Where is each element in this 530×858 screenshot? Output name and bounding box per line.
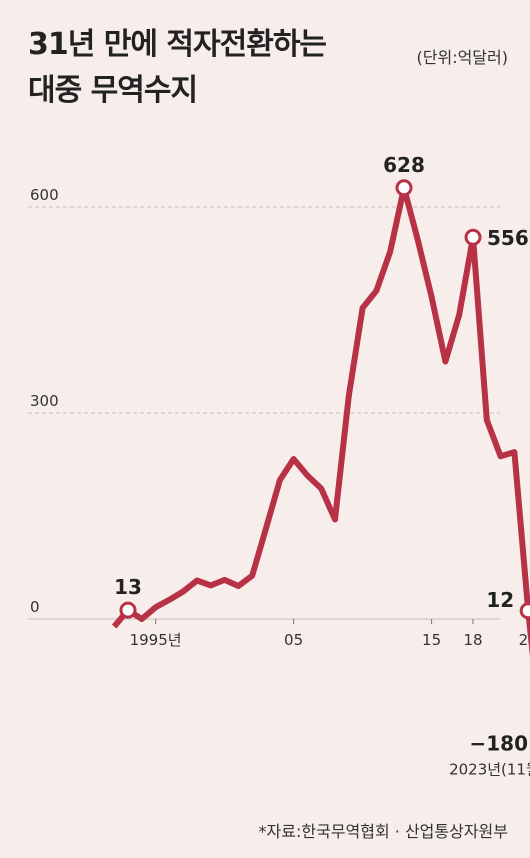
y-tick-label-300: 300 — [30, 392, 59, 410]
x-tick-label-2005: 05 — [284, 631, 303, 649]
source-note: *자료:한국무역협회 · 산업통상자원부 — [258, 822, 508, 841]
data-label-2013: 628 — [383, 153, 425, 177]
title-line-2: 대중 무역수지 — [28, 73, 198, 108]
title-line-1: 31년 만에 적자전환하는 — [28, 27, 327, 62]
point-marker-2013 — [395, 179, 413, 197]
x-tick-label-1995: 1995년 — [130, 631, 182, 649]
x-tick-label-2015: 15 — [422, 631, 441, 649]
point-marker-2022 — [519, 602, 530, 620]
data-label-2023: −180 — [469, 732, 528, 756]
point-marker-2018 — [464, 228, 482, 246]
x-tick-label-2018: 18 — [463, 631, 482, 649]
data-label-2018: 556 — [487, 226, 529, 250]
data-label-2022: 12 — [486, 588, 514, 612]
point-marker-1993 — [119, 601, 137, 619]
data-note-2023: 2023년(11월 누적) — [449, 761, 530, 779]
series-line — [111, 184, 530, 657]
unit-label: (단위:억달러) — [416, 48, 508, 67]
chart-title: 31년 만에 적자전환하는 대중 무역수지 — [28, 22, 327, 114]
y-tick-label-600: 600 — [30, 186, 59, 204]
y-tick-label-0: 0 — [30, 598, 40, 616]
data-label-1993: 13 — [114, 575, 142, 599]
x-tick-label-2022: 22 — [519, 631, 530, 649]
